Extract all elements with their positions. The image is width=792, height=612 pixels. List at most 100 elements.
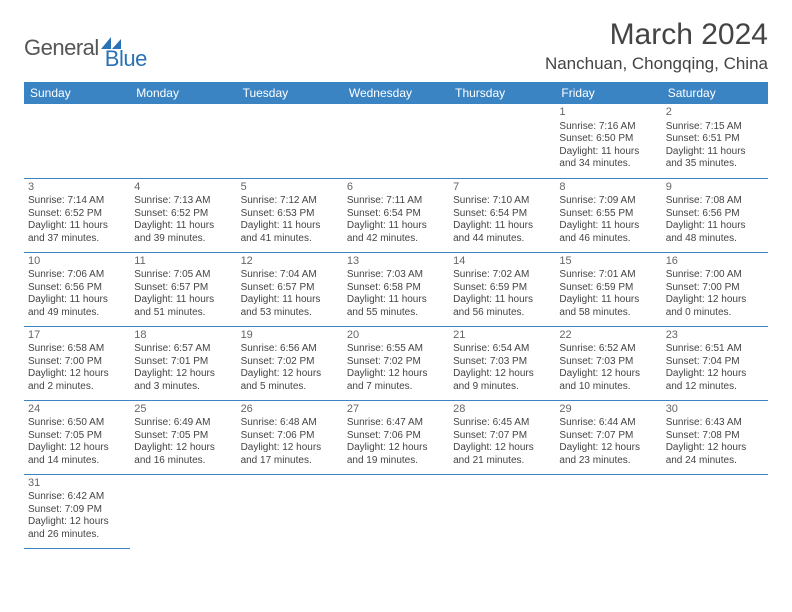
- daylight-text: Daylight: 12 hours: [241, 442, 339, 455]
- sunrise-text: Sunrise: 7:12 AM: [241, 195, 339, 208]
- calendar-week-row: 24Sunrise: 6:50 AMSunset: 7:05 PMDayligh…: [24, 400, 768, 474]
- calendar-cell: [130, 104, 236, 178]
- day-number: 2: [666, 106, 764, 120]
- daylight-text: Daylight: 11 hours: [134, 220, 232, 233]
- sunset-text: Sunset: 6:59 PM: [559, 282, 657, 295]
- sunrise-text: Sunrise: 6:58 AM: [28, 343, 126, 356]
- daylight-text: and 44 minutes.: [453, 233, 551, 246]
- day-number: 20: [347, 329, 445, 343]
- daylight-text: Daylight: 12 hours: [666, 368, 764, 381]
- day-number: 13: [347, 255, 445, 269]
- daylight-text: Daylight: 12 hours: [453, 442, 551, 455]
- day-number: 7: [453, 181, 551, 195]
- header: General Blue March 2024 Nanchuan, Chongq…: [24, 18, 768, 74]
- daylight-text: Daylight: 12 hours: [559, 442, 657, 455]
- sunset-text: Sunset: 7:00 PM: [28, 356, 126, 369]
- calendar-cell: 2Sunrise: 7:15 AMSunset: 6:51 PMDaylight…: [662, 104, 768, 178]
- day-number: 17: [28, 329, 126, 343]
- daylight-text: Daylight: 12 hours: [666, 294, 764, 307]
- calendar-week-row: 10Sunrise: 7:06 AMSunset: 6:56 PMDayligh…: [24, 252, 768, 326]
- sunset-text: Sunset: 7:02 PM: [347, 356, 445, 369]
- sunrise-text: Sunrise: 7:00 AM: [666, 269, 764, 282]
- sunrise-text: Sunrise: 6:56 AM: [241, 343, 339, 356]
- daylight-text: Daylight: 12 hours: [28, 368, 126, 381]
- calendar-cell: 19Sunrise: 6:56 AMSunset: 7:02 PMDayligh…: [237, 326, 343, 400]
- sunset-text: Sunset: 7:08 PM: [666, 430, 764, 443]
- daylight-text: Daylight: 12 hours: [559, 368, 657, 381]
- daylight-text: Daylight: 11 hours: [28, 294, 126, 307]
- calendar-cell: 14Sunrise: 7:02 AMSunset: 6:59 PMDayligh…: [449, 252, 555, 326]
- sunset-text: Sunset: 7:05 PM: [28, 430, 126, 443]
- sunset-text: Sunset: 6:59 PM: [453, 282, 551, 295]
- calendar-cell: 23Sunrise: 6:51 AMSunset: 7:04 PMDayligh…: [662, 326, 768, 400]
- daylight-text: and 17 minutes.: [241, 455, 339, 468]
- calendar-cell: [237, 104, 343, 178]
- day-number: 12: [241, 255, 339, 269]
- daylight-text: and 14 minutes.: [28, 455, 126, 468]
- calendar-week-row: 1Sunrise: 7:16 AMSunset: 6:50 PMDaylight…: [24, 104, 768, 178]
- calendar-cell: 16Sunrise: 7:00 AMSunset: 7:00 PMDayligh…: [662, 252, 768, 326]
- daylight-text: Daylight: 12 hours: [347, 442, 445, 455]
- daylight-text: and 35 minutes.: [666, 158, 764, 171]
- calendar-cell: 22Sunrise: 6:52 AMSunset: 7:03 PMDayligh…: [555, 326, 661, 400]
- sunrise-text: Sunrise: 7:15 AM: [666, 121, 764, 134]
- sunrise-text: Sunrise: 6:45 AM: [453, 417, 551, 430]
- sunset-text: Sunset: 7:00 PM: [666, 282, 764, 295]
- sunset-text: Sunset: 7:01 PM: [134, 356, 232, 369]
- day-header: Tuesday: [237, 82, 343, 104]
- day-header: Friday: [555, 82, 661, 104]
- day-number: 30: [666, 403, 764, 417]
- calendar-cell: 8Sunrise: 7:09 AMSunset: 6:55 PMDaylight…: [555, 178, 661, 252]
- sunrise-text: Sunrise: 7:02 AM: [453, 269, 551, 282]
- sunset-text: Sunset: 7:02 PM: [241, 356, 339, 369]
- daylight-text: and 49 minutes.: [28, 307, 126, 320]
- day-number: 5: [241, 181, 339, 195]
- daylight-text: Daylight: 11 hours: [453, 220, 551, 233]
- calendar-cell: 21Sunrise: 6:54 AMSunset: 7:03 PMDayligh…: [449, 326, 555, 400]
- day-number: 28: [453, 403, 551, 417]
- daylight-text: and 24 minutes.: [666, 455, 764, 468]
- day-number: 21: [453, 329, 551, 343]
- sunrise-text: Sunrise: 7:03 AM: [347, 269, 445, 282]
- daylight-text: Daylight: 11 hours: [666, 220, 764, 233]
- sunset-text: Sunset: 6:56 PM: [28, 282, 126, 295]
- logo: General Blue: [24, 24, 147, 72]
- day-number: 23: [666, 329, 764, 343]
- daylight-text: Daylight: 12 hours: [347, 368, 445, 381]
- daylight-text: Daylight: 11 hours: [559, 294, 657, 307]
- calendar-cell: 28Sunrise: 6:45 AMSunset: 7:07 PMDayligh…: [449, 400, 555, 474]
- sunrise-text: Sunrise: 6:54 AM: [453, 343, 551, 356]
- sunset-text: Sunset: 6:54 PM: [453, 208, 551, 221]
- daylight-text: and 5 minutes.: [241, 381, 339, 394]
- day-number: 10: [28, 255, 126, 269]
- daylight-text: Daylight: 12 hours: [666, 442, 764, 455]
- sunrise-text: Sunrise: 7:05 AM: [134, 269, 232, 282]
- daylight-text: and 10 minutes.: [559, 381, 657, 394]
- sunrise-text: Sunrise: 6:57 AM: [134, 343, 232, 356]
- calendar-cell: 9Sunrise: 7:08 AMSunset: 6:56 PMDaylight…: [662, 178, 768, 252]
- sunset-text: Sunset: 6:51 PM: [666, 133, 764, 146]
- sunrise-text: Sunrise: 6:42 AM: [28, 491, 126, 504]
- sunrise-text: Sunrise: 6:43 AM: [666, 417, 764, 430]
- sunrise-text: Sunrise: 6:49 AM: [134, 417, 232, 430]
- sunset-text: Sunset: 7:03 PM: [453, 356, 551, 369]
- daylight-text: and 7 minutes.: [347, 381, 445, 394]
- sunset-text: Sunset: 6:54 PM: [347, 208, 445, 221]
- calendar-cell: 6Sunrise: 7:11 AMSunset: 6:54 PMDaylight…: [343, 178, 449, 252]
- sunrise-text: Sunrise: 6:55 AM: [347, 343, 445, 356]
- daylight-text: Daylight: 12 hours: [453, 368, 551, 381]
- daylight-text: and 53 minutes.: [241, 307, 339, 320]
- daylight-text: and 23 minutes.: [559, 455, 657, 468]
- sunset-text: Sunset: 6:56 PM: [666, 208, 764, 221]
- calendar-cell: [449, 474, 555, 548]
- daylight-text: and 55 minutes.: [347, 307, 445, 320]
- daylight-text: and 46 minutes.: [559, 233, 657, 246]
- daylight-text: Daylight: 11 hours: [559, 146, 657, 159]
- sunrise-text: Sunrise: 7:13 AM: [134, 195, 232, 208]
- daylight-text: and 37 minutes.: [28, 233, 126, 246]
- day-number: 16: [666, 255, 764, 269]
- daylight-text: and 21 minutes.: [453, 455, 551, 468]
- daylight-text: Daylight: 11 hours: [347, 220, 445, 233]
- day-number: 14: [453, 255, 551, 269]
- daylight-text: and 3 minutes.: [134, 381, 232, 394]
